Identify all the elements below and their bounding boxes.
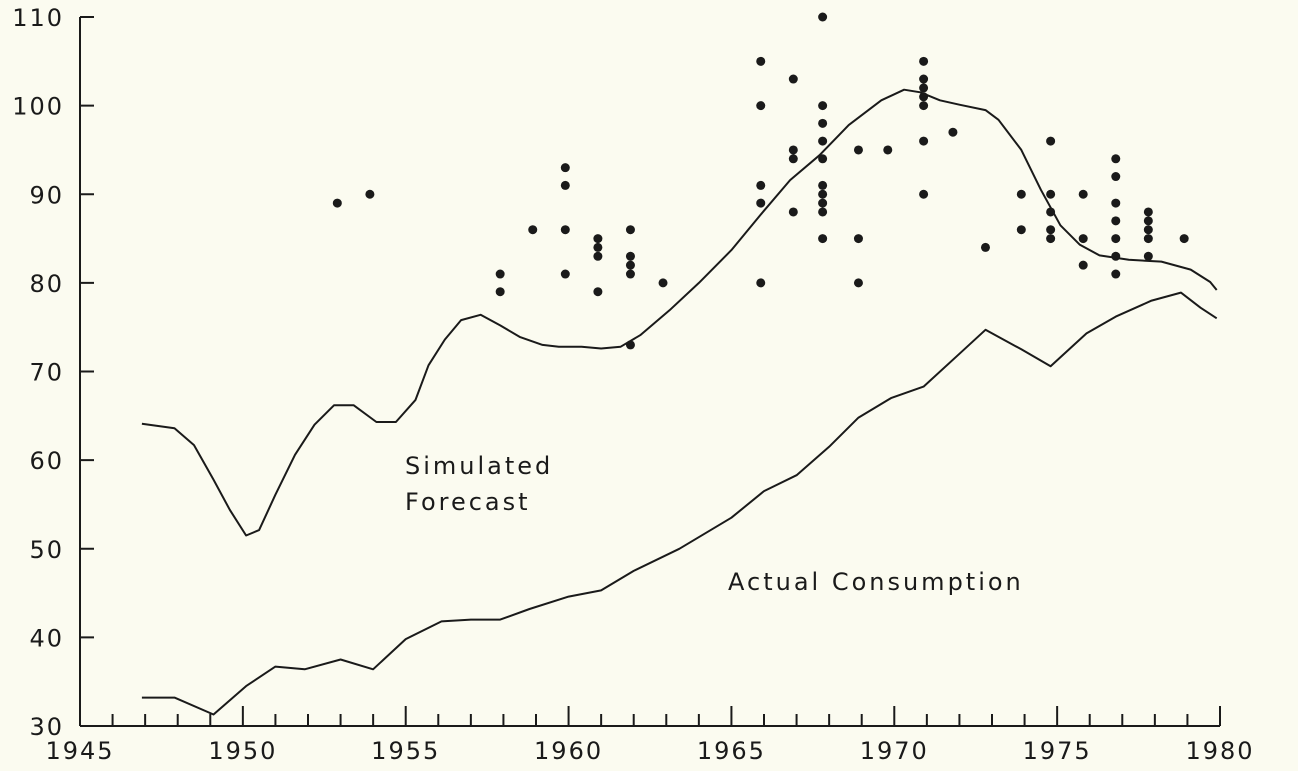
point: [625, 251, 635, 261]
point: [593, 234, 603, 244]
point: [919, 74, 929, 84]
point: [853, 145, 863, 155]
x-tick-label: 1955: [371, 737, 440, 765]
x-tick-label: 1960: [534, 737, 603, 765]
point: [1111, 234, 1121, 244]
point: [853, 234, 863, 244]
y-tick-label: 30: [29, 713, 64, 741]
point: [883, 145, 893, 155]
point: [1078, 260, 1088, 270]
point: [818, 101, 828, 111]
point: [1046, 189, 1056, 199]
point: [1143, 207, 1153, 217]
point: [788, 207, 798, 217]
y-tick-label: 100: [12, 93, 64, 121]
point: [818, 136, 828, 146]
point: [818, 180, 828, 190]
point: [818, 189, 828, 199]
point: [332, 198, 342, 208]
x-tick-label: 1950: [208, 737, 277, 765]
y-tick-label: 40: [29, 624, 64, 652]
point: [593, 251, 603, 261]
point: [788, 145, 798, 155]
point: [1143, 216, 1153, 226]
point: [919, 189, 929, 199]
point: [853, 278, 863, 288]
point: [625, 269, 635, 279]
point: [1016, 189, 1026, 199]
point: [1111, 269, 1121, 279]
point: [919, 83, 929, 93]
point: [1078, 234, 1088, 244]
point: [1046, 234, 1056, 244]
point: [948, 127, 958, 137]
point: [593, 287, 603, 297]
point: [756, 56, 766, 66]
point: [593, 242, 603, 252]
point: [1143, 234, 1153, 244]
point: [919, 92, 929, 102]
point: [756, 198, 766, 208]
point: [495, 269, 505, 279]
line: [141, 88, 1218, 537]
point: [980, 242, 990, 252]
point: [625, 340, 635, 350]
point: [919, 101, 929, 111]
point: [560, 163, 570, 173]
point: [658, 278, 668, 288]
point: [1046, 207, 1056, 217]
point: [495, 287, 505, 297]
point: [1111, 172, 1121, 182]
point: [818, 12, 828, 22]
point: [1111, 198, 1121, 208]
point: [756, 101, 766, 111]
point: [1111, 251, 1121, 261]
line: [141, 291, 1218, 716]
point: [818, 198, 828, 208]
point: [818, 234, 828, 244]
series-label: Simulated Forecast: [405, 452, 554, 516]
point: [1143, 225, 1153, 235]
point: [1111, 154, 1121, 164]
x-tick-label: 1970: [860, 737, 929, 765]
point: [818, 207, 828, 217]
x-tick-label: 1945: [45, 737, 114, 765]
point: [1046, 225, 1056, 235]
point: [788, 74, 798, 84]
point: [560, 225, 570, 235]
point: [919, 136, 929, 146]
series-label: Actual Consumption: [728, 568, 1024, 596]
point: [1078, 189, 1088, 199]
y-tick-label: 70: [29, 359, 64, 387]
point: [1016, 225, 1026, 235]
x-tick-label: 1980: [1185, 737, 1254, 765]
y-tick-label: 110: [12, 4, 64, 32]
y-tick-label: 90: [29, 181, 64, 209]
y-tick-label: 80: [29, 270, 64, 298]
point: [625, 225, 635, 235]
point: [788, 154, 798, 164]
point: [818, 154, 828, 164]
y-tick-label: 50: [29, 536, 64, 564]
point: [1111, 216, 1121, 226]
y-tick-label: 60: [29, 447, 64, 475]
point: [560, 269, 570, 279]
point: [919, 56, 929, 66]
point: [560, 180, 570, 190]
point: [756, 180, 766, 190]
point: [528, 225, 538, 235]
x-tick-label: 1975: [1023, 737, 1092, 765]
point: [365, 189, 375, 199]
point: [818, 118, 828, 128]
point: [1046, 136, 1056, 146]
x-tick-label: 1965: [697, 737, 766, 765]
point: [756, 278, 766, 288]
point: [1143, 251, 1153, 261]
point: [625, 260, 635, 270]
point: [1179, 234, 1189, 244]
